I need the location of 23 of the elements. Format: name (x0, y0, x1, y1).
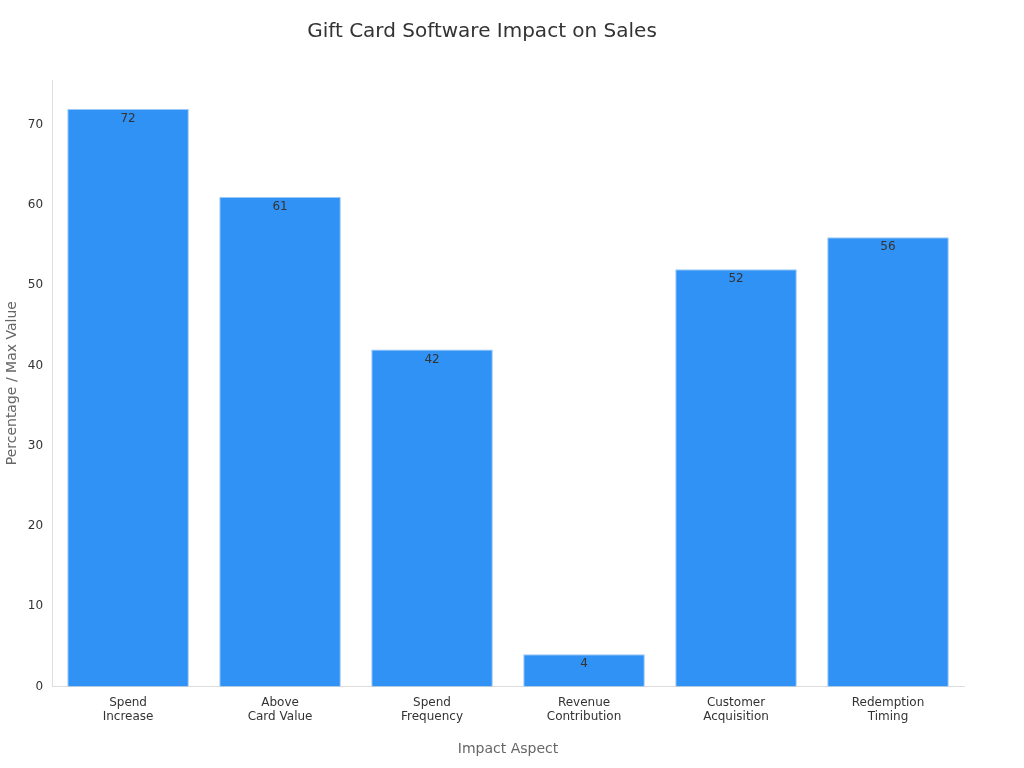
data-label: 52 (728, 271, 744, 286)
x-tick-label: Customer Acquisition (703, 694, 769, 724)
y-tick-label: 70 (27, 117, 44, 132)
x-tick-label: Revenue Contribution (546, 694, 622, 724)
y-tick-label: 10 (27, 598, 44, 613)
x-tick-label: Spend Increase (102, 694, 154, 724)
y-tick-label: 50 (27, 277, 44, 292)
data-label: 72 (120, 111, 136, 125)
data-label: 61 (272, 199, 288, 214)
y-tick-label: 20 (27, 518, 44, 533)
x-tick-label: Redemption Timing (851, 694, 925, 724)
y-tick-label: 60 (27, 197, 44, 212)
data-label: 4 (580, 656, 588, 671)
x-tick-label: Spend Frequency (401, 694, 464, 724)
y-tick-label: 40 (27, 357, 44, 372)
y-tick-label: 0 (35, 678, 44, 693)
y-tick-label: 30 (27, 437, 44, 452)
data-label: 42 (424, 351, 440, 366)
chart-title: Gift Card Software Impact on Sales (307, 18, 657, 43)
data-label: 56 (880, 239, 896, 254)
x-tick-label: Above Card Value (247, 694, 313, 724)
x-axis-title: Impact Aspect (457, 740, 559, 757)
y-axis-title: Percentage / Max Value (3, 301, 20, 466)
